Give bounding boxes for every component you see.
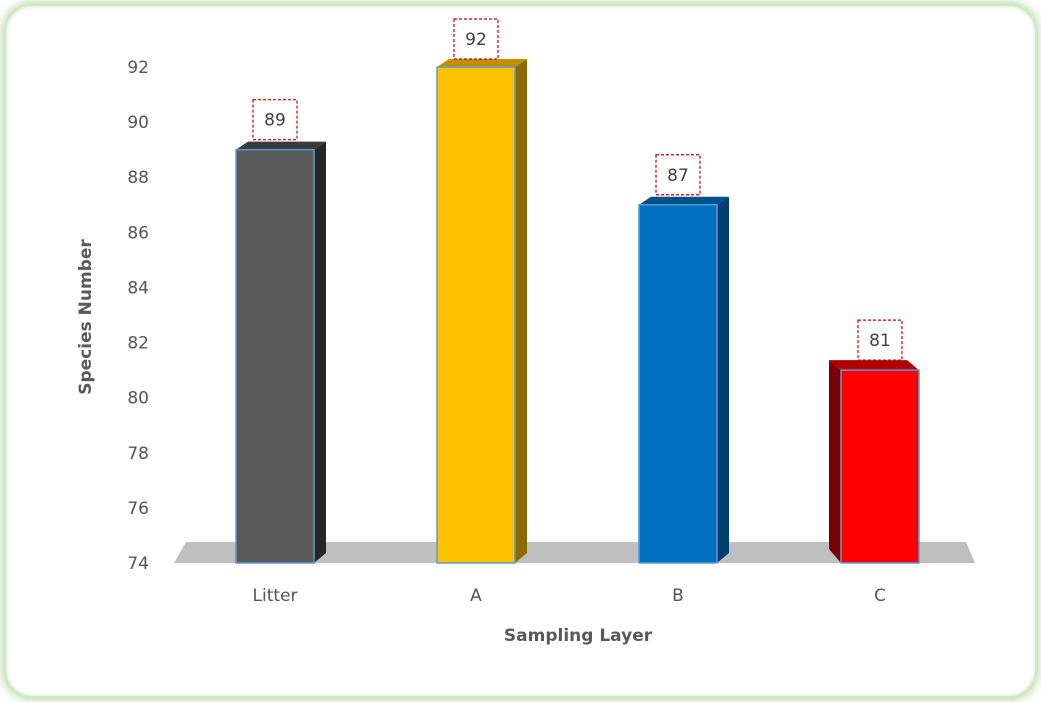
x-category-label: A xyxy=(470,586,482,606)
bar xyxy=(436,59,527,564)
data-label-text: 81 xyxy=(869,331,891,351)
bar-top xyxy=(437,59,527,67)
x-axis-title: Sampling Layer xyxy=(504,626,653,646)
bar-front xyxy=(840,369,920,564)
bar-front xyxy=(235,148,315,564)
y-tick-label: 82 xyxy=(127,334,149,354)
y-tick-label: 80 xyxy=(127,389,149,409)
data-label: 89 xyxy=(252,99,298,141)
data-label-text: 89 xyxy=(264,111,286,131)
x-category-label: Litter xyxy=(253,586,298,606)
y-tick-label: 88 xyxy=(127,168,149,188)
bar-side xyxy=(829,360,841,563)
bar-top xyxy=(236,141,326,150)
data-label: 87 xyxy=(655,154,701,196)
data-label-box xyxy=(252,99,298,141)
data-label-text: 87 xyxy=(667,166,689,186)
bar xyxy=(829,360,920,564)
bar xyxy=(235,141,326,564)
data-label-box xyxy=(857,319,903,361)
bar-top xyxy=(829,360,919,371)
bar-top xyxy=(639,196,729,205)
data-label: 92 xyxy=(453,18,499,60)
bar-side xyxy=(717,196,729,563)
y-tick-label: 78 xyxy=(127,444,149,464)
y-tick-label: 84 xyxy=(127,278,149,298)
y-tick-label: 74 xyxy=(127,554,149,574)
data-label-box xyxy=(453,18,499,60)
data-label-text: 92 xyxy=(465,30,487,50)
data-label-box xyxy=(655,154,701,196)
y-tick-label: 90 xyxy=(127,113,149,133)
x-category-label: C xyxy=(874,586,886,606)
bar-front xyxy=(436,66,516,564)
x-category-label: B xyxy=(672,586,684,606)
y-tick-label: 92 xyxy=(127,58,149,78)
y-axis-title: Species Number xyxy=(76,239,96,395)
bar xyxy=(638,196,729,564)
bar-side xyxy=(314,141,326,563)
bar-front xyxy=(638,204,718,564)
y-tick-label: 76 xyxy=(127,499,149,519)
y-tick-label: 86 xyxy=(127,223,149,243)
data-label: 81 xyxy=(857,319,903,361)
bar-side xyxy=(515,59,527,563)
chart-floor xyxy=(174,542,975,563)
